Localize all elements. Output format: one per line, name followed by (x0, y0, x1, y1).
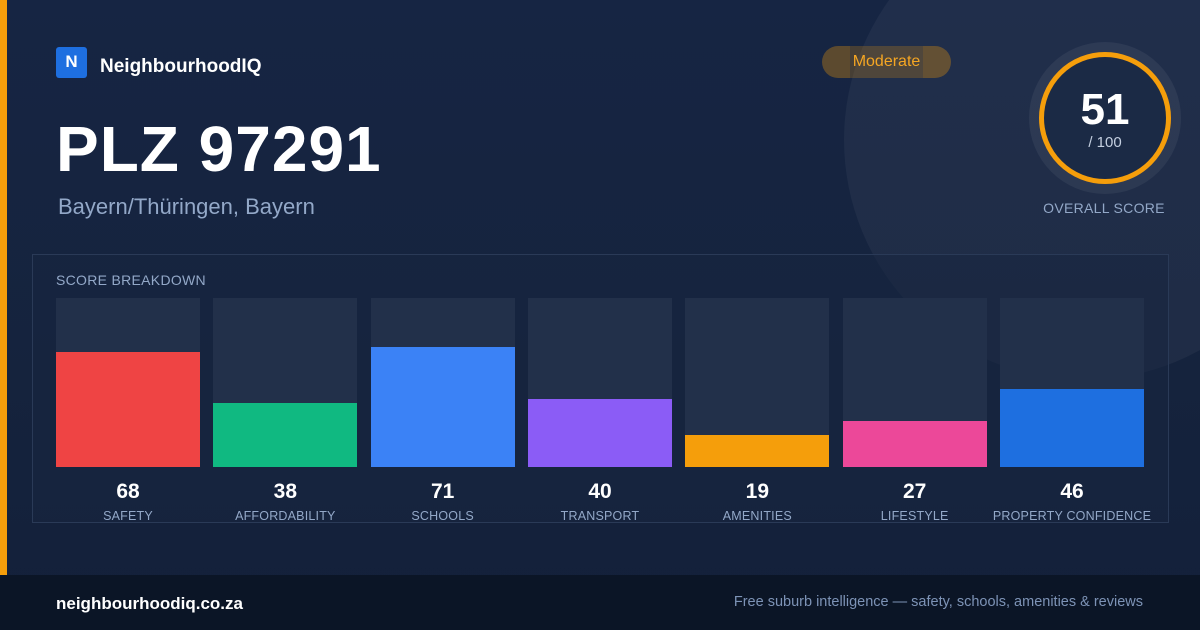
score-bar-label: LIFESTYLE (880, 509, 949, 523)
page-title: PLZ 97291 (56, 113, 382, 185)
score-bar-value: 19 (745, 480, 769, 503)
overall-score-max: / 100 (1088, 133, 1122, 151)
score-bar-value: 40 (588, 480, 612, 503)
score-bar-fill (528, 399, 672, 467)
score-bar-fill (56, 352, 200, 467)
score-bar-label: SCHOOLS (411, 509, 474, 523)
score-bar-schools: 71 SCHOOLS (370, 298, 515, 523)
overall-score-ring: 51 / 100 (1029, 42, 1181, 194)
score-bar-lifestyle: 27 LIFESTYLE (842, 298, 987, 523)
score-bar-label: TRANSPORT (560, 509, 640, 523)
score-bar-property-confidence: 46 PROPERTY CONFIDENCE (993, 298, 1151, 523)
footer: neighbourhoodiq.co.za Free suburb intell… (0, 575, 1200, 630)
score-bar-safety: 68 SAFETY (56, 298, 200, 523)
score-bar-track (842, 298, 987, 467)
score-bar-track (56, 298, 200, 467)
score-bar-track (1000, 298, 1144, 467)
score-bar-track (370, 298, 515, 467)
overall-score-caption: OVERALL SCORE (1043, 200, 1165, 216)
score-bar-track (685, 298, 830, 467)
score-bar-fill (685, 435, 830, 467)
accent-bar (0, 0, 7, 575)
score-bar-value: 71 (430, 480, 455, 503)
overall-score-ring-inner: 51 / 100 (1039, 52, 1171, 184)
score-breakdown-panel: SCORE BREAKDOWN 68 SAFETY 38 AFFORDABILITY 7… (32, 254, 1169, 523)
score-bar-amenities: 19 AMENITIES (685, 298, 830, 523)
score-bar-label: SAFETY (103, 509, 153, 523)
score-bar-label: AFFORDABILITY (235, 509, 336, 523)
brand-name: NeighbourhoodIQ (100, 56, 262, 77)
score-bar-transport: 40 TRANSPORT (528, 298, 672, 523)
score-bar-fill (842, 421, 987, 467)
score-breakdown-bars: 68 SAFETY 38 AFFORDABILITY 71 SCHOOLS 40 TRANSP… (56, 298, 1151, 523)
brand-logo-icon: N (56, 46, 87, 78)
score-breakdown-heading: SCORE BREAKDOWN (56, 272, 206, 288)
brand: N NeighbourhoodIQ (56, 46, 261, 78)
page-subtitle: Bayern/Thüringen, Bayern (58, 194, 315, 219)
score-bar-value: 27 (902, 480, 927, 503)
score-bar-fill (1000, 389, 1144, 467)
rating-badge: Moderate (822, 46, 951, 78)
rating-badge-label: Moderate (852, 53, 921, 70)
score-bar-label: PROPERTY CONFIDENCE (992, 509, 1152, 523)
score-bar-fill (213, 403, 358, 467)
footer-site-link[interactable]: neighbourhoodiq.co.za (56, 594, 243, 613)
score-bar-track (528, 298, 672, 467)
score-bar-value: 46 (1060, 480, 1084, 503)
score-bar-track (213, 298, 358, 467)
score-bar-fill (370, 347, 515, 467)
score-bar-affordability: 38 AFFORDABILITY (213, 298, 358, 523)
score-bar-label: AMENITIES (722, 509, 792, 523)
score-bar-value: 68 (116, 480, 140, 503)
overall-score-value: 51 (1080, 84, 1130, 134)
score-bar-value: 38 (273, 480, 297, 503)
footer-tagline: Free suburb intelligence — safety, schoo… (733, 594, 1143, 610)
